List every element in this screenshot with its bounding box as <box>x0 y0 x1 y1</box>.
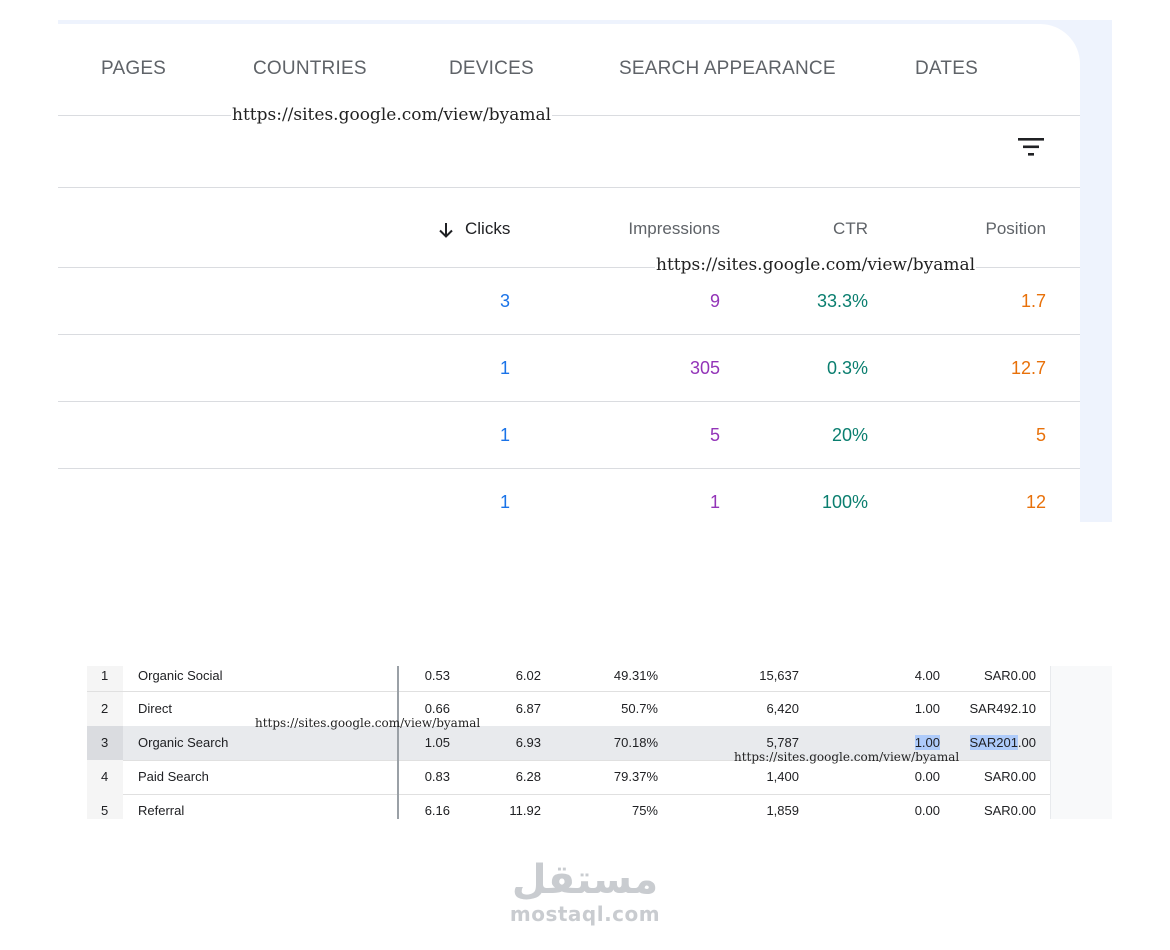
ctr-value: 0.3% <box>826 358 868 378</box>
channel-name: Organic Social <box>138 668 223 683</box>
arrow-down-icon <box>439 223 453 238</box>
position-value: 5 <box>1035 425 1046 445</box>
metric-value: 1,400 <box>766 769 799 784</box>
row-number-cell <box>87 726 123 760</box>
metric-value: 0.83 <box>424 769 450 784</box>
row-number-cell <box>87 692 123 726</box>
clicks-value: 1 <box>499 425 510 445</box>
tab-pages[interactable]: PAGES <box>101 58 167 79</box>
table-row[interactable]: 5 Referral 6.16 11.92 75% 1,859 0.00 SAR… <box>87 794 1050 819</box>
impressions-value: 305 <box>689 358 720 378</box>
revenue-value: SAR0.00 <box>983 668 1036 683</box>
metric-value: 6.87 <box>515 701 541 716</box>
header-divider <box>58 267 1080 268</box>
metric-value: 15,637 <box>759 668 799 683</box>
watermark-text: https://sites.google.com/view/byamal <box>734 750 960 764</box>
dimension-tabs: PAGES COUNTRIES DEVICES SEARCH APPEARANC… <box>58 24 1080 116</box>
watermark-text: https://sites.google.com/view/byamal <box>231 105 553 125</box>
metric-value: 50.7% <box>621 701 658 716</box>
position-value: 1.7 <box>1020 291 1046 311</box>
row-divider <box>58 468 1080 469</box>
metric-value: 6.28 <box>515 769 541 784</box>
metric-value: 0.53 <box>424 668 450 683</box>
watermark-text: https://sites.google.com/view/byamal <box>655 255 977 275</box>
metric-value: 6.02 <box>515 668 541 683</box>
row-number: 5 <box>101 803 109 818</box>
scroll-gutter[interactable] <box>1050 666 1112 819</box>
revenue-value-selected-part: SAR201 <box>969 735 1018 750</box>
metric-value: 70.18% <box>613 735 658 750</box>
impressions-value: 1 <box>709 492 720 512</box>
row-number-cell <box>87 794 123 819</box>
revenue-value-rest: .00 <box>1017 735 1036 750</box>
metric-value: 6.93 <box>515 735 541 750</box>
position-value: 12 <box>1025 492 1046 512</box>
impressions-value: 9 <box>709 291 720 311</box>
metric-value: 75% <box>631 803 658 818</box>
revenue-value: SAR0.00 <box>983 769 1036 784</box>
row-number: 1 <box>101 668 109 683</box>
mostaql-logo: مستقل mostaql.com <box>505 858 665 938</box>
column-header-ctr[interactable]: CTR <box>833 219 868 238</box>
clicks-value: 1 <box>499 492 510 512</box>
row-number: 4 <box>101 769 109 784</box>
row-divider <box>58 334 1080 335</box>
revenue-value: SAR0.00 <box>983 803 1036 818</box>
revenue-value[interactable]: SAR201.00 <box>969 735 1036 750</box>
metric-value: 0.00 <box>914 769 940 784</box>
channel-name: Referral <box>138 803 185 818</box>
search-console-card: PAGES COUNTRIES DEVICES SEARCH APPEARANC… <box>58 24 1080 522</box>
tab-search-appearance[interactable]: SEARCH APPEARANCE <box>619 58 836 79</box>
metric-value: 0.00 <box>914 803 940 818</box>
column-header-position[interactable]: Position <box>985 219 1046 238</box>
metric-value: 79.37% <box>613 769 658 784</box>
metric-value-selected[interactable]: 1.00 <box>914 735 940 750</box>
revenue-value: SAR492.10 <box>969 701 1037 716</box>
ctr-value: 33.3% <box>816 291 868 311</box>
ctr-value: 20% <box>831 425 868 445</box>
logo-latin-text: mostaql.com <box>509 902 661 926</box>
row-divider <box>58 401 1080 402</box>
analytics-table: 1 Organic Social 0.53 6.02 49.31% 15,637… <box>58 666 1112 819</box>
channel-name: Direct <box>138 701 172 716</box>
filter-icon[interactable] <box>1016 134 1046 160</box>
tab-devices[interactable]: DEVICES <box>449 58 534 79</box>
tab-countries[interactable]: COUNTRIES <box>253 58 367 79</box>
table-row[interactable]: 4 Paid Search 0.83 6.28 79.37% 1,400 0.0… <box>87 760 1050 795</box>
tabs-divider <box>58 115 1080 116</box>
clicks-value: 1 <box>499 358 510 378</box>
column-header-impressions[interactable]: Impressions <box>628 219 720 238</box>
toolbar-divider <box>58 187 1080 188</box>
metric-value: 1.05 <box>424 735 450 750</box>
metric-value: 11.92 <box>509 803 541 818</box>
table-row[interactable]: 2 Direct 0.66 6.87 50.7% 6,420 1.00 SAR4… <box>87 692 1050 727</box>
tab-dates[interactable]: DATES <box>915 58 978 79</box>
row-number: 2 <box>101 701 109 716</box>
channel-name: Paid Search <box>138 769 209 784</box>
metric-value: 0.66 <box>424 701 450 716</box>
column-resize-divider[interactable] <box>397 666 399 819</box>
logo-arabic-text: مستقل <box>511 857 659 903</box>
row-number-cell <box>87 666 123 691</box>
watermark-text: https://sites.google.com/view/byamal <box>255 716 481 730</box>
metric-value: 5,787 <box>766 735 799 750</box>
column-header-clicks[interactable]: Clicks <box>465 219 511 238</box>
row-number: 3 <box>101 735 109 750</box>
impressions-value: 5 <box>709 425 720 445</box>
clicks-value: 3 <box>499 291 510 311</box>
metric-value: 49.31% <box>613 668 658 683</box>
ctr-value: 100% <box>821 492 868 512</box>
channel-name: Organic Search <box>138 735 229 750</box>
metric-value: 4.00 <box>914 668 940 683</box>
position-value: 12.7 <box>1010 358 1046 378</box>
metric-value: 1,859 <box>766 803 799 818</box>
table-row-selected[interactable]: 3 Organic Search 1.05 6.93 70.18% 5,787 … <box>87 726 1050 761</box>
table-row[interactable]: 1 Organic Social 0.53 6.02 49.31% 15,637… <box>87 666 1050 692</box>
metric-value: 1.00 <box>914 701 940 716</box>
metric-value: 6,420 <box>766 701 799 716</box>
metric-value: 6.16 <box>424 803 450 818</box>
row-number-cell <box>87 760 123 794</box>
